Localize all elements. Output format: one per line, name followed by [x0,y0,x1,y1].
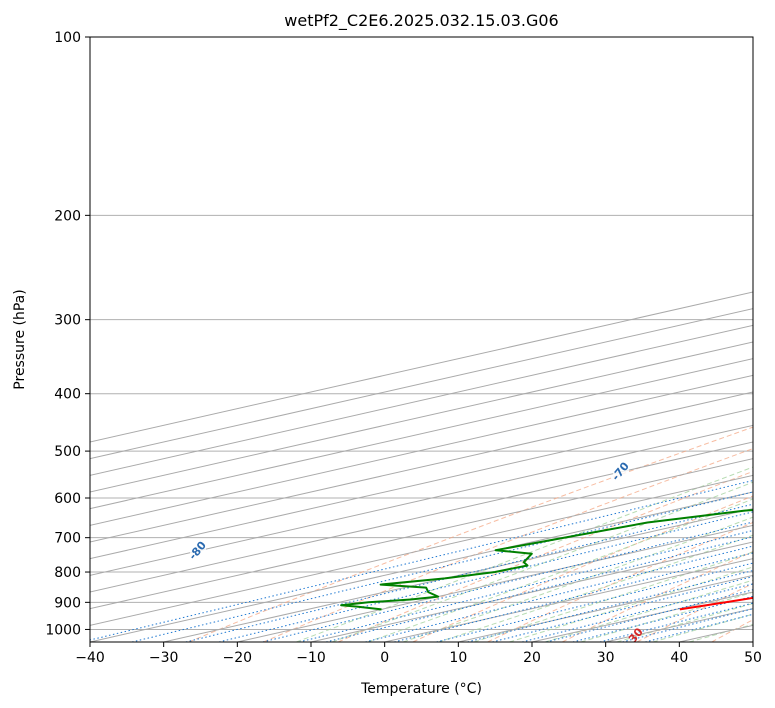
x-tick-label: 0 [380,650,389,666]
moist-adiabat [331,481,753,642]
y-tick-label: 400 [54,387,81,403]
x-tick-label: 20 [523,650,541,666]
y-tick-label: 500 [54,444,81,460]
mixing-ratio-line [521,583,753,642]
y-tick-label: 600 [54,491,81,507]
dry-adiabat [711,619,753,642]
x-tick-label: 30 [597,650,615,666]
pressure-grid [90,37,753,630]
dry-adiabat [188,426,753,642]
x-tick-label: 10 [449,650,467,666]
moist-adiabats [296,466,753,642]
mixing-ratio-line [394,552,753,642]
x-axis-ticks: −40 −30 −20 −10 0 10 20 30 40 50 [75,642,762,666]
isotherm-line [90,308,753,460]
isotherm-line [531,591,753,642]
y-tick-label: 200 [54,208,81,224]
dry-adiabat [412,495,753,642]
mixing-ratio-line [622,608,753,642]
mixing-ratio-line [599,602,753,642]
isotherms [90,291,753,642]
isotherm-line [90,474,753,626]
mixing-ratio-lines [90,479,753,642]
plot-frame [89,36,754,643]
y-tick-label: 100 [54,30,81,46]
dry-adiabat [487,521,753,642]
mixing-ratio-line [90,479,753,641]
isotherm-line [163,508,753,642]
isotherm-line [90,408,753,560]
y-tick-label: 900 [54,595,81,611]
y-tick-label: 700 [54,531,81,547]
isotherm-line [237,524,753,642]
mixing-ratio-line [645,613,753,642]
x-axis-label: Temperature (°C) [360,681,482,697]
y-axis-ticks: 100 200 300 400 500 600 700 800 900 1000 [45,30,90,638]
mixing-ratio-line [436,562,753,642]
isotherm-line [384,558,753,642]
x-tick-label: 40 [670,650,688,666]
isotherm-line [90,424,753,576]
isotherm-line [752,641,753,642]
isotherm-line [90,374,753,526]
moist-adiabat [473,551,753,642]
x-tick-label: 50 [744,650,762,666]
isotherm-label-bg [190,541,207,556]
dry-adiabat [636,583,753,642]
x-tick-label: −10 [296,650,326,666]
isotherm-line [90,324,753,476]
isotherm-line [90,358,753,510]
x-tick-label: −20 [223,650,253,666]
moist-adiabat [580,591,753,642]
isotherm-line [90,491,753,642]
chart-title: wetPf2_C2E6.2025.032.15.03.G06 [284,11,558,31]
mixing-ratio-line [365,545,753,642]
profile-series [340,508,753,611]
isotherm-line [679,624,753,642]
isotherm-line [90,441,753,593]
isotherm-line [90,391,753,543]
mixing-ratio-line [467,570,753,642]
isotherm-label-bg [612,462,629,477]
y-tick-label: 800 [54,565,81,581]
moist-adiabat [296,466,753,642]
dry-adiabats [188,426,753,642]
dry-adiabat [337,470,753,642]
moist-adiabat [688,623,753,642]
mixing-ratio-line [299,529,753,642]
dewpoint-profile-line [340,508,753,611]
y-tick-label: 1000 [45,622,81,638]
dry-adiabat [263,448,753,642]
y-tick-label: 300 [54,313,81,329]
isotherm-line [90,341,753,493]
mixing-ratio-line [262,521,753,642]
moist-adiabat [509,566,753,642]
x-tick-label: −30 [149,650,179,666]
isotherm-line [90,291,753,443]
y-axis-label: Pressure (hPa) [12,289,28,389]
moist-adiabat [544,579,753,642]
x-tick-label: −40 [75,650,105,666]
mixing-ratio-line [492,576,753,642]
mixing-ratio-line [325,536,753,642]
temperature-profile-line [679,596,753,611]
mixing-ratio-line [131,491,753,642]
moist-adiabat [402,516,753,642]
isotherm-line [90,458,753,610]
